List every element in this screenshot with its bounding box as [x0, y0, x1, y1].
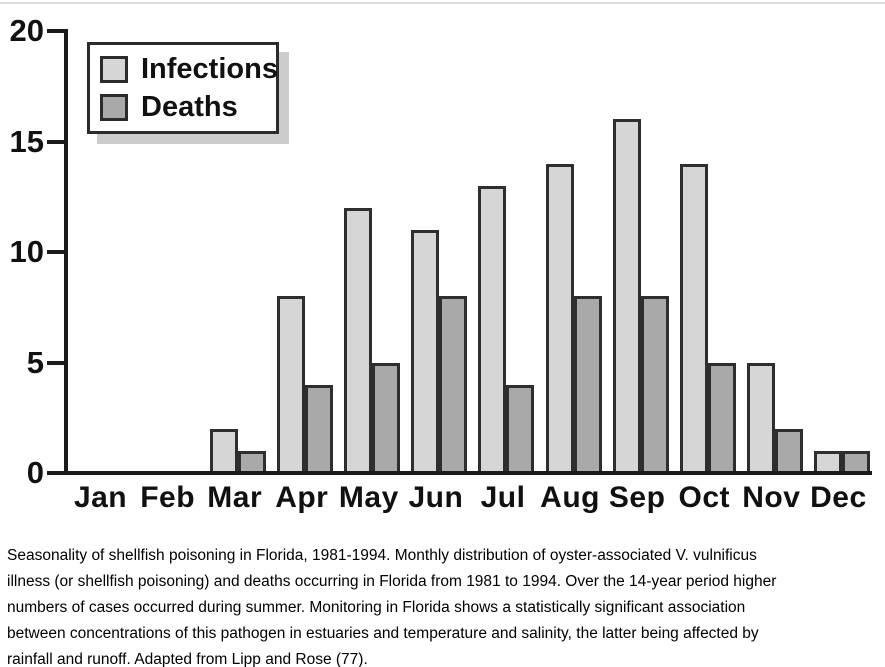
- legend-item-deaths: Deaths: [100, 90, 266, 124]
- y-tick-label-0: 0: [26, 455, 44, 490]
- bar-infections-aug: [545, 163, 574, 474]
- y-tick-mark-15: [47, 139, 64, 144]
- legend-box: Infections Deaths: [87, 42, 279, 134]
- x-label-sep: Sep: [608, 481, 666, 514]
- caption-line: rainfall and runoff. Adapted from Lipp a…: [7, 651, 368, 667]
- legend-label-infections: Infections: [141, 53, 278, 85]
- y-tick-mark-10: [47, 250, 64, 254]
- x-label-jul: Jul: [480, 481, 526, 514]
- bar-infections-oct: [679, 163, 708, 474]
- figure-caption: Seasonality of shellfish poisoning in Fl…: [7, 543, 879, 667]
- x-label-jun: Jun: [408, 481, 464, 514]
- bar-deaths-oct: [707, 362, 736, 474]
- x-label-apr: Apr: [275, 481, 329, 514]
- x-axis-line: [64, 471, 872, 475]
- x-label-feb: Feb: [140, 481, 196, 514]
- bar-deaths-aug: [573, 296, 602, 474]
- bar-infections-nov: [746, 362, 775, 474]
- y-tick-mark-20: [47, 29, 64, 33]
- caption-line: between concentrations of this pathogen …: [7, 625, 759, 642]
- caption-line: numbers of cases occurred during summer.…: [7, 599, 746, 616]
- legend-item-infections: Infections: [100, 52, 278, 86]
- y-axis-line: [64, 29, 68, 475]
- bar-deaths-jul: [506, 384, 535, 474]
- y-tick-mark-5: [47, 360, 64, 365]
- bar-deaths-nov: [774, 428, 803, 474]
- bar-infections-mar: [210, 428, 239, 474]
- y-tick-label-5: 5: [26, 344, 44, 380]
- bar-infections-may: [344, 207, 373, 474]
- bar-deaths-may: [372, 362, 401, 474]
- deaths-swatch-icon: [100, 93, 128, 121]
- bar-infections-apr: [277, 296, 306, 474]
- x-label-may: May: [338, 481, 399, 514]
- legend-label-deaths: Deaths: [141, 91, 238, 123]
- x-label-oct: Oct: [678, 481, 731, 514]
- bar-infections-jun: [411, 229, 440, 474]
- bar-infections-sep: [612, 119, 641, 474]
- infections-swatch-icon: [100, 55, 128, 83]
- caption-line: illness (or shellfish poisoning) and dea…: [7, 573, 777, 590]
- x-label-dec: Dec: [810, 481, 867, 514]
- x-label-jan: Jan: [73, 481, 128, 514]
- bar-deaths-jun: [439, 296, 468, 474]
- y-tick-mark-0: [47, 471, 64, 475]
- bar-deaths-apr: [305, 384, 334, 474]
- x-label-mar: Mar: [207, 481, 263, 514]
- bar-chart: 0 5 10 15 20 Jan Feb Mar Apr May Jun Jul Aug Sep Oct No…: [9, 13, 872, 514]
- caption-line: Seasonality of shellfish poisoning in Fl…: [7, 547, 757, 564]
- page-top-divider: [0, 2, 885, 4]
- x-label-aug: Aug: [540, 481, 600, 514]
- y-tick-label-20: 20: [9, 13, 44, 48]
- y-tick-label-10: 10: [9, 234, 44, 269]
- bar-infections-jul: [478, 185, 507, 474]
- bar-deaths-sep: [640, 296, 669, 474]
- x-label-nov: Nov: [742, 481, 801, 514]
- y-tick-label-15: 15: [9, 123, 44, 159]
